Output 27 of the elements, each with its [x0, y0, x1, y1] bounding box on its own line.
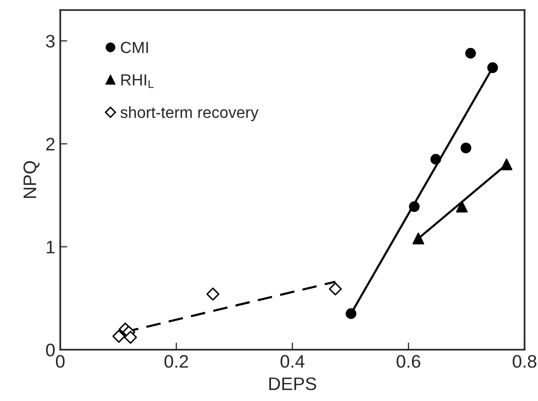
x-tick-label: 0.4 [280, 355, 304, 368]
point [124, 330, 137, 344]
point [500, 158, 512, 170]
point [328, 282, 342, 296]
point [430, 154, 442, 165]
y-tick-label: 1 [46, 240, 55, 254]
x-tick-label: 0.2 [164, 355, 188, 368]
point [112, 330, 126, 343]
point [206, 288, 220, 301]
point [408, 201, 420, 212]
x-axis-title: DEPS [269, 377, 316, 390]
legend-label: short-term recovery [120, 106, 258, 122]
legend-label: RHI$_{L}$ [121, 74, 154, 88]
y-tick-label: 3 [46, 34, 55, 48]
point [487, 62, 498, 74]
point [456, 200, 468, 212]
y-tick-label: 2 [46, 138, 54, 150]
point [412, 232, 424, 244]
legend-label: CMI [120, 42, 148, 54]
x-tick-label: 0.8 [512, 355, 536, 368]
point [346, 308, 356, 319]
x-tick-label: 0 [56, 355, 65, 368]
y-tick-label: 0 [46, 344, 55, 356]
x-tick-label: 0.6 [396, 355, 420, 368]
point [465, 48, 476, 59]
point [460, 142, 472, 154]
y-axis-title: NPQ [23, 161, 40, 198]
